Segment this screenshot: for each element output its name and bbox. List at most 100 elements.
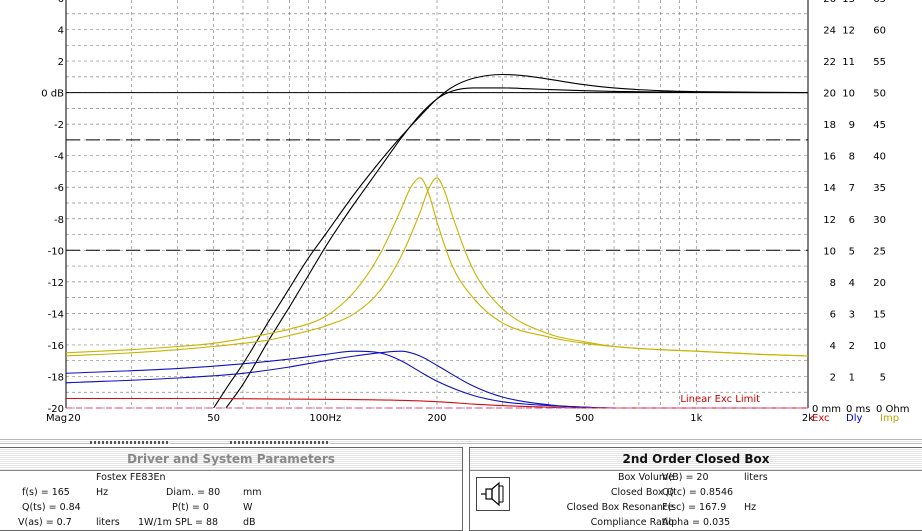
right-axis-name: Dly <box>846 413 862 424</box>
resonance-value: F(sc) = 167.9 <box>662 502 727 513</box>
right-tick-label: 55 <box>873 57 886 68</box>
x-axis-prefix: Mag <box>46 413 67 424</box>
right-tick-label: 8 <box>849 152 855 163</box>
right-tick-label: 11 <box>842 57 855 68</box>
right-tick-label: 24 <box>823 26 836 37</box>
speaker-icon[interactable] <box>476 477 510 511</box>
y-tick-label: -12 <box>48 278 64 289</box>
closed-box-q-label: Closed Box Q <box>610 487 674 498</box>
series-line <box>225 87 808 409</box>
closed-box-panel: 2nd Order Closed Box Box Volume V(B) = 2… <box>469 447 922 531</box>
fs-param[interactable]: f(s) = 165 <box>22 487 70 498</box>
right-tick-label: 12 <box>823 215 836 226</box>
y-tick-label: -2 <box>54 120 64 131</box>
box-volume-label: Box Volume <box>617 472 674 483</box>
right-tick-label: 2 <box>849 341 855 352</box>
right-tick-label: 30 <box>873 215 886 226</box>
compliance-ratio-label: Compliance Ratio <box>590 517 674 528</box>
right-tick-label: 3 <box>849 309 855 320</box>
right-tick-label: 40 <box>873 152 886 163</box>
right-tick-label: 4 <box>830 341 836 352</box>
compliance-ratio-value: Alpha = 0.035 <box>662 517 731 528</box>
vas-param[interactable]: V(as) = 0.7 <box>18 517 72 528</box>
y-tick-label: -18 <box>48 372 64 383</box>
right-tick-label: 0 ms <box>846 404 871 415</box>
right-tick-label: 0 mm <box>812 404 841 415</box>
right-axis-name: Imp <box>880 413 899 424</box>
right-tick-label: 22 <box>823 57 836 68</box>
y-tick-label: -4 <box>54 152 64 163</box>
right-tick-label: 50 <box>873 89 886 100</box>
right-tick-label: 35 <box>873 183 886 194</box>
right-tick-label: 10 <box>823 246 836 257</box>
right-tick-label: 25 <box>873 246 886 257</box>
y-tick-label: -16 <box>48 341 64 352</box>
closed-box-q-value: Q(tc) = 0.8546 <box>662 487 734 498</box>
annotation-label: Linear Exc Limit <box>680 394 760 405</box>
divider <box>0 439 922 440</box>
hidden-panel-edge <box>90 441 170 444</box>
qts-param[interactable]: Q(ts) = 0.84 <box>22 502 81 513</box>
series-line <box>213 73 809 409</box>
right-tick-label: 6 <box>830 309 836 320</box>
resonance-unit: Hz <box>744 502 757 513</box>
series-group <box>65 73 809 409</box>
x-tick-label: 500 <box>575 413 594 424</box>
pt-unit: W <box>243 502 253 513</box>
x-tick-label: 100Hz <box>309 413 341 424</box>
right-tick-label: 8 <box>830 278 836 289</box>
y-tick-label: 2 <box>58 57 64 68</box>
fs-unit: Hz <box>96 487 109 498</box>
right-tick-label: 13 <box>842 0 855 5</box>
right-tick-label: 10 <box>842 89 855 100</box>
right-tick-label: 2 <box>830 372 836 383</box>
x-tick-label: 1k <box>690 413 702 424</box>
x-tick-label: 2k <box>802 413 814 424</box>
box-volume-value[interactable]: V(B) = 20 <box>662 472 709 483</box>
resonance-label: Closed Box Resonance <box>566 502 674 513</box>
right-tick-label: 0 Ohm <box>876 404 910 415</box>
right-tick-label: 14 <box>823 183 836 194</box>
y-tick-label: -10 <box>48 246 64 257</box>
annotations: Linear Exc Limit <box>680 394 760 405</box>
vas-unit: liters <box>96 517 120 528</box>
right-tick-label: 4 <box>849 278 855 289</box>
right-tick-label: 10 <box>873 341 886 352</box>
spl-unit: dB <box>243 517 256 528</box>
x-tick-label: 50 <box>207 413 220 424</box>
right-tick-label: 20 <box>823 89 836 100</box>
right-tick-label: 18 <box>823 120 836 131</box>
right-tick-label: 15 <box>873 309 886 320</box>
right-tick-label: 26 <box>823 0 836 5</box>
divider <box>0 443 922 444</box>
y-tick-label: -20 <box>48 404 64 415</box>
y-tick-label: 4 <box>58 26 64 37</box>
right-axes: 2826242220181614121086420 mm141312111098… <box>812 0 910 415</box>
right-tick-label: 16 <box>823 152 836 163</box>
spl-param[interactable]: 1W/1m SPL = 88 <box>138 517 219 528</box>
y-tick-label: 6 <box>58 0 64 5</box>
diam-param[interactable]: Diam. = 80 <box>166 487 221 498</box>
x-tick-label: 200 <box>427 413 446 424</box>
right-tick-label: 65 <box>873 0 886 5</box>
right-tick-label: 1 <box>849 372 855 383</box>
panel-title: 2nd Order Closed Box <box>470 448 922 471</box>
y-tick-label: -6 <box>54 183 64 194</box>
right-tick-label: 12 <box>842 26 855 37</box>
driver-parameters-panel: Driver and System Parameters Fostex FE83… <box>0 447 463 531</box>
divider <box>0 441 922 442</box>
box-volume-unit: liters <box>744 472 768 483</box>
right-tick-label: 7 <box>849 183 855 194</box>
x-tick-label: 20 <box>68 413 81 424</box>
y-tick-label: -8 <box>54 215 64 226</box>
right-axis-name: Exc <box>812 413 830 424</box>
pt-param[interactable]: P(t) = 0 <box>172 502 209 513</box>
panel-title: Driver and System Parameters <box>0 448 462 471</box>
diam-unit: mm <box>243 487 262 498</box>
right-tick-label: 6 <box>849 215 855 226</box>
y-axis: 6 4 2 0 dB -2 -4 -6 -8 -10 -12 -14 -16 -18 -20 <box>41 0 64 415</box>
right-tick-label: 5 <box>880 372 886 383</box>
hidden-panel-edge <box>230 441 330 444</box>
